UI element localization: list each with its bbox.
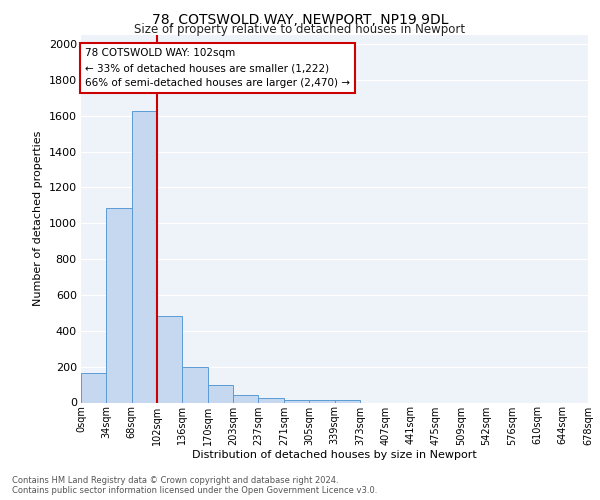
Text: 78, COTSWOLD WAY, NEWPORT, NP19 9DL: 78, COTSWOLD WAY, NEWPORT, NP19 9DL [152, 12, 448, 26]
Bar [106, 208, 132, 402]
Bar [284, 400, 309, 402]
Bar [259, 398, 284, 402]
Y-axis label: Number of detached properties: Number of detached properties [33, 131, 43, 306]
Bar [81, 373, 106, 402]
Bar [182, 366, 208, 402]
X-axis label: Distribution of detached houses by size in Newport: Distribution of detached houses by size … [192, 450, 477, 460]
Text: Size of property relative to detached houses in Newport: Size of property relative to detached ho… [134, 22, 466, 36]
Text: Contains HM Land Registry data © Crown copyright and database right 2024.
Contai: Contains HM Land Registry data © Crown c… [12, 476, 377, 495]
Text: 78 COTSWOLD WAY: 102sqm
← 33% of detached houses are smaller (1,222)
66% of semi: 78 COTSWOLD WAY: 102sqm ← 33% of detache… [85, 48, 350, 88]
Bar [208, 384, 233, 402]
Bar [157, 316, 182, 402]
Bar [233, 396, 259, 402]
Bar [132, 111, 157, 403]
Bar [309, 400, 335, 402]
Bar [335, 400, 360, 402]
